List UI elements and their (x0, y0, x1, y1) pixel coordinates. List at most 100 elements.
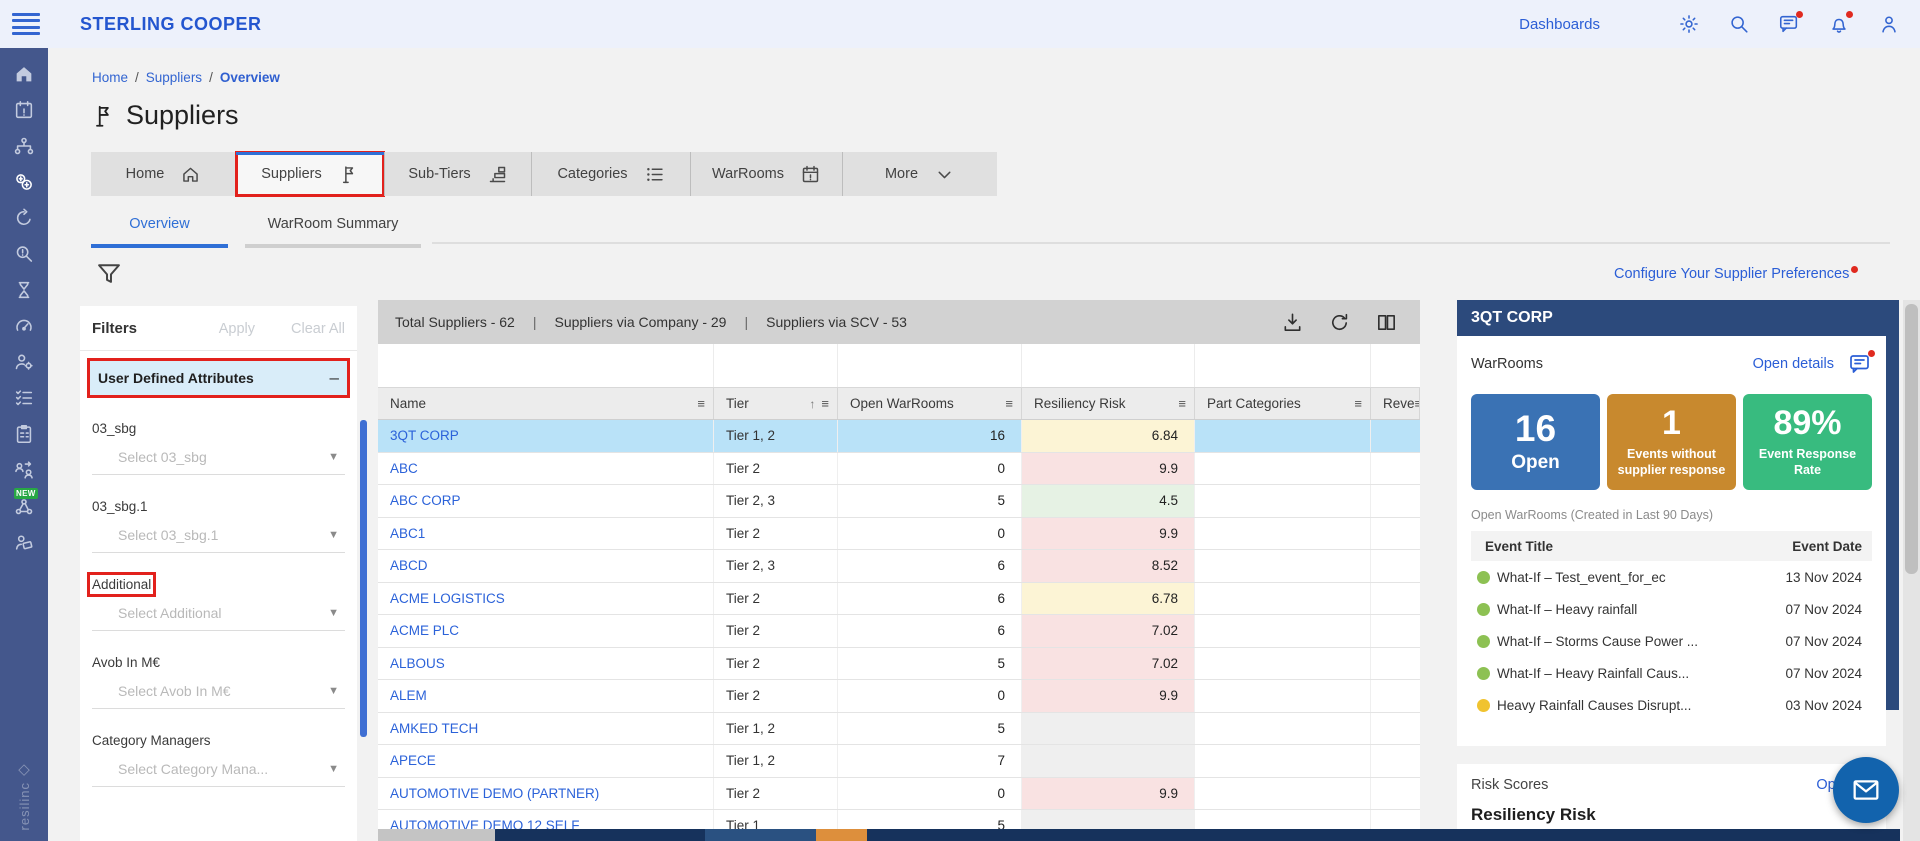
table-row[interactable]: ABC1 Tier 2 0 9.9 (378, 517, 1420, 550)
scrollbar-thumb[interactable] (1905, 304, 1918, 574)
table-row[interactable]: AUTOMOTIVE DEMO (PARTNER) Tier 2 0 9.9 (378, 777, 1420, 810)
person-icon[interactable] (1878, 13, 1900, 35)
column-menu-icon[interactable]: ≡ (1354, 396, 1362, 411)
table-row[interactable]: ACME PLC Tier 2 6 7.02 (378, 615, 1420, 648)
refresh-icon[interactable] (1328, 311, 1351, 334)
user-defined-attributes-section[interactable]: User Defined Attributes – (87, 358, 350, 398)
event-row[interactable]: What-If – Heavy Rainfall Caus... 07 Nov 2… (1471, 657, 1872, 689)
finance-icon[interactable] (13, 171, 35, 193)
supplier-name-link[interactable]: ABC CORP (390, 493, 461, 509)
supplier-name-link[interactable]: ACME PLC (390, 623, 460, 639)
table-row[interactable]: ABC Tier 2 0 9.9 (378, 452, 1420, 485)
table-row[interactable]: ALEM Tier 2 0 9.9 (378, 680, 1420, 713)
supplier-name-link[interactable]: 3QT CORP (390, 428, 459, 444)
sitemap-icon[interactable] (13, 135, 35, 157)
supplier-name-link[interactable]: ACME LOGISTICS (390, 590, 505, 606)
clipboard-icon[interactable] (13, 423, 35, 445)
supplier-name-link[interactable]: ABCD (390, 558, 428, 574)
people-swap-icon[interactable] (13, 459, 35, 481)
horizontal-scrollbar[interactable] (378, 829, 1900, 841)
column-header-reve[interactable]: Reve≡ (1371, 388, 1420, 419)
subtab-overview[interactable]: Overview (91, 210, 228, 248)
table-row[interactable]: ABC CORP Tier 2, 3 5 4.5 (378, 485, 1420, 518)
supplier-name-link[interactable]: ALBOUS (390, 655, 445, 671)
open-details-link[interactable]: Open details (1752, 356, 1834, 372)
column-header-resiliency-risk[interactable]: Resiliency Risk ≡ (1022, 388, 1195, 419)
apply-button[interactable]: Apply (218, 320, 255, 337)
filter-funnel-icon[interactable] (95, 260, 123, 288)
user-gear-icon[interactable] (13, 351, 35, 373)
event-row[interactable]: What-If – Heavy rainfall 07 Nov 2024 (1471, 593, 1872, 625)
event-row[interactable]: What-If – Storms Cause Power ... 07 Nov 2… (1471, 625, 1872, 657)
clear-all-button[interactable]: Clear All (291, 320, 345, 337)
filter-select-avob-in-m-[interactable]: Select Avob In M€ ▼ (92, 683, 345, 709)
column-menu-icon[interactable]: ≡ (1178, 396, 1186, 411)
warroom-stat-card[interactable]: 16 Open (1471, 394, 1600, 490)
column-menu-icon[interactable]: ≡ (1415, 396, 1419, 411)
dashboards-link[interactable]: Dashboards (1519, 15, 1600, 33)
supplier-name-link[interactable]: ABC (390, 460, 418, 476)
network-icon[interactable]: NEW (13, 488, 38, 517)
table-row[interactable]: ACME LOGISTICS Tier 2 6 6.78 (378, 582, 1420, 615)
table-row[interactable]: ABCD Tier 2, 3 6 8.52 (378, 550, 1420, 583)
chat-icon[interactable] (1778, 11, 1803, 35)
collapse-icon[interactable]: – (329, 368, 339, 387)
vertical-scrollbar[interactable] (1903, 300, 1920, 841)
supplier-name-link[interactable]: ALEM (390, 688, 427, 704)
home-icon[interactable] (13, 63, 35, 85)
contact-fab-button[interactable] (1833, 757, 1899, 823)
column-menu-icon[interactable]: ≡ (697, 396, 705, 411)
person-card-icon[interactable] (13, 531, 35, 553)
supplier-name-link[interactable]: AMKED TECH (390, 720, 479, 736)
column-menu-icon[interactable]: ≡ (1005, 396, 1013, 411)
scrollbar-thumb[interactable] (816, 829, 867, 841)
subtab-warroom-summary[interactable]: WarRoom Summary (245, 210, 421, 248)
revenue-cell (1371, 680, 1420, 712)
filter-select-additional[interactable]: Select Additional ▼ (92, 605, 345, 631)
event-row[interactable]: Heavy Rainfall Causes Disrupt... 03 Nov 2… (1471, 689, 1872, 721)
column-menu-icon[interactable]: ≡ (821, 396, 829, 411)
filter-select-03-sbg[interactable]: Select 03_sbg ▼ (92, 449, 345, 475)
download-icon[interactable] (1281, 311, 1304, 334)
tab-suppliers[interactable]: Suppliers (235, 151, 385, 197)
tab-home[interactable]: Home (91, 152, 236, 196)
filter-select-03-sbg-1[interactable]: Select 03_sbg.1 ▼ (92, 527, 345, 553)
table-row[interactable]: 3QT CORP Tier 1, 2 16 6.84 (378, 420, 1420, 453)
warroom-stat-card[interactable]: 89% Event Response Rate (1743, 394, 1872, 490)
column-header-part-categories[interactable]: Part Categories ≡ (1195, 388, 1371, 419)
columns-icon[interactable] (1375, 311, 1398, 334)
breadcrumb-home[interactable]: Home (92, 70, 129, 85)
tab-more[interactable]: More (842, 152, 997, 196)
column-header-open-warrooms[interactable]: Open WarRooms ≡ (838, 388, 1022, 419)
chat-icon[interactable] (1848, 350, 1875, 376)
tab-sub-tiers[interactable]: Sub-Tiers (384, 152, 531, 196)
breadcrumb-suppliers[interactable]: Suppliers (145, 70, 203, 85)
breadcrumb-overview[interactable]: Overview (219, 70, 280, 85)
filters-scrollbar[interactable] (360, 420, 367, 737)
table-row[interactable]: ALBOUS Tier 2 5 7.02 (378, 647, 1420, 680)
bell-icon[interactable] (1828, 11, 1853, 35)
main-tab-bar: Home Suppliers Sub-Tiers Categories WarRooms… (91, 151, 997, 197)
column-header-name[interactable]: Name ≡ (378, 388, 714, 419)
refresh-cycle-icon[interactable] (13, 207, 35, 229)
checklist-icon[interactable] (13, 387, 35, 409)
tab-warrooms[interactable]: WarRooms (690, 152, 842, 196)
supplier-name-link[interactable]: AUTOMOTIVE DEMO (PARTNER) (390, 785, 600, 801)
menu-icon[interactable] (12, 13, 40, 35)
warroom-stat-card[interactable]: 1 Events without supplier response (1607, 394, 1736, 490)
search-icon[interactable] (1728, 13, 1750, 35)
risk-search-icon[interactable] (13, 243, 35, 265)
gauge-icon[interactable] (13, 315, 35, 337)
supplier-name-link[interactable]: APECE (390, 753, 436, 769)
column-header-tier[interactable]: Tier ↑ ≡ (714, 388, 838, 419)
calendar-alert-icon[interactable] (13, 99, 35, 121)
configure-preferences-link[interactable]: Configure Your Supplier Preferences (1614, 266, 1859, 282)
filter-select-category-managers[interactable]: Select Category Mana... ▼ (92, 761, 345, 787)
tab-categories[interactable]: Categories (531, 152, 690, 196)
event-row[interactable]: What-If – Test_event_for_ec 13 Nov 2024 (1471, 561, 1872, 593)
hourglass-icon[interactable] (13, 279, 35, 301)
supplier-name-link[interactable]: ABC1 (390, 525, 426, 541)
gear-icon[interactable] (1678, 13, 1700, 35)
